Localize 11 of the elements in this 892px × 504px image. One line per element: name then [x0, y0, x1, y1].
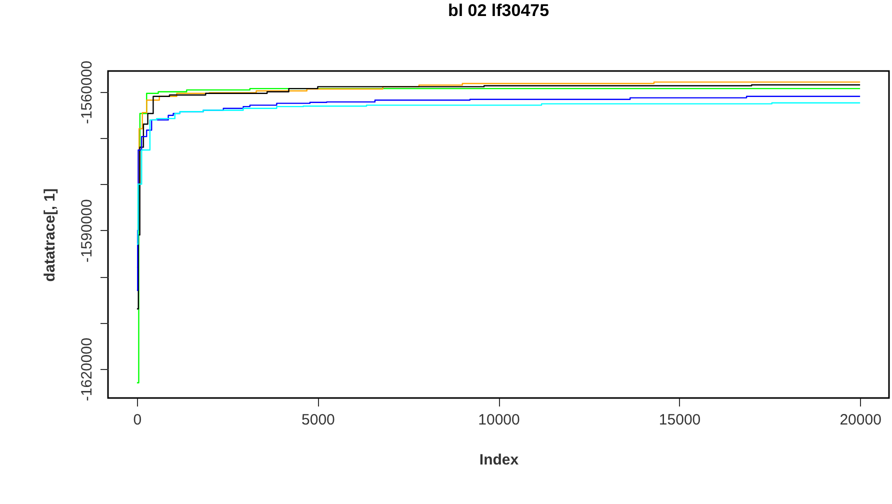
chart-title: bl 02 lf30475 [448, 1, 550, 20]
x-axis-title: Index [479, 452, 520, 468]
x-tick-label: 10000 [478, 412, 520, 428]
x-tick-label: 20000 [840, 412, 882, 428]
y-tick-label: -1560000 [78, 60, 96, 124]
y-tick-label: -1620000 [78, 338, 96, 402]
y-axis-title: datatrace[, 1] [42, 188, 58, 282]
x-tick-label: 15000 [658, 412, 701, 428]
x-tick-label: 0 [133, 412, 142, 428]
x-tick-label: 5000 [302, 412, 335, 428]
y-tick-label: -1590000 [78, 199, 96, 263]
